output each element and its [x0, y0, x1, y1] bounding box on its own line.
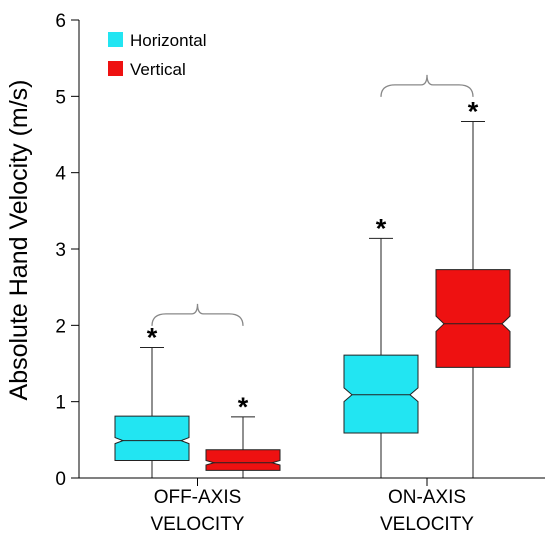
significance-star-vertical-0: *	[238, 392, 249, 422]
legend-swatch-horizontal	[108, 32, 123, 47]
axes	[78, 20, 545, 479]
group-bracket-0	[151, 303, 244, 326]
group-bracket-1	[380, 74, 474, 97]
box-vertical-1	[435, 269, 511, 368]
significance-star-horizontal-1: *	[376, 213, 387, 243]
box-horizontal-0	[114, 415, 190, 461]
y-tick-label-6: 6	[55, 11, 66, 32]
significance-star-vertical-1: *	[468, 97, 479, 127]
significance-star-horizontal-0: *	[147, 322, 158, 352]
x-label-on-axis-line2: VELOCITY	[380, 514, 474, 535]
y-axis-label: Absolute Hand Velocity (m/s)	[5, 80, 33, 401]
y-tick-label-4: 4	[55, 164, 66, 185]
box-horizontal-1	[343, 354, 419, 434]
legend-swatch-vertical	[108, 61, 123, 76]
x-label-off-axis-line1: OFF-AXIS	[154, 487, 242, 508]
y-ticks: 0 1 2 3 4 5 6	[55, 11, 79, 490]
x-label-on-axis-line1: ON-AXIS	[388, 487, 466, 508]
y-tick-label-2: 2	[55, 316, 66, 337]
x-category-labels: OFF-AXIS VELOCITY ON-AXIS VELOCITY	[151, 478, 474, 535]
y-tick-label-1: 1	[55, 393, 66, 414]
y-tick-label-0: 0	[55, 469, 66, 490]
group-brackets	[151, 74, 474, 326]
box-vertical-0	[205, 449, 281, 471]
legend-label-horizontal: Horizontal	[130, 31, 207, 50]
legend-label-vertical: Vertical	[130, 60, 186, 79]
box-series: * * * *	[114, 97, 511, 478]
x-label-off-axis-line2: VELOCITY	[151, 514, 245, 535]
legend: Horizontal Vertical	[108, 31, 207, 79]
y-tick-label-5: 5	[55, 87, 66, 108]
y-tick-label-3: 3	[55, 240, 66, 261]
